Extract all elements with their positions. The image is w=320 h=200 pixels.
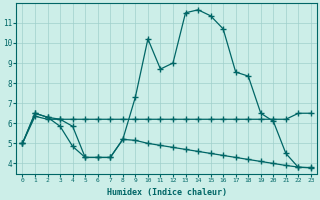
X-axis label: Humidex (Indice chaleur): Humidex (Indice chaleur) (107, 188, 227, 197)
